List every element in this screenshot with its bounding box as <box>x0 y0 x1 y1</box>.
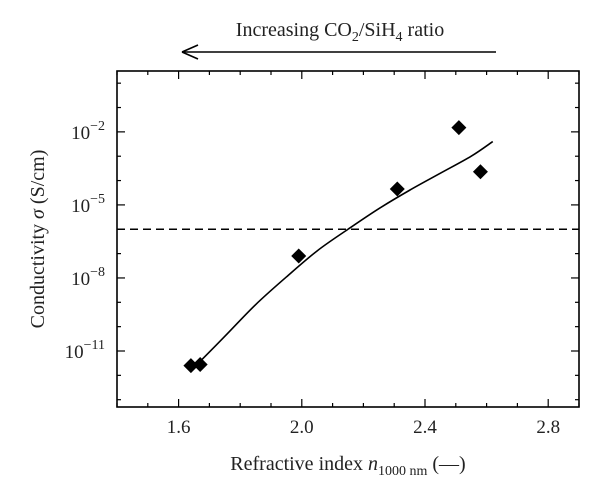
series-layer <box>117 120 579 374</box>
x-axis-title-suffix: (—) <box>427 453 465 475</box>
data-point-diamond <box>183 358 199 374</box>
annotation-middle: /SiH <box>359 19 396 41</box>
y-tick-label: 10−11 <box>65 338 105 363</box>
annotation-sub2: 4 <box>396 30 403 45</box>
x-tick-label: 2.4 <box>413 417 437 438</box>
annotation-arrow <box>181 44 496 60</box>
x-axis-title: Refractive index n1000 nm (—) <box>230 453 465 479</box>
data-point-diamond <box>291 248 307 264</box>
x-tick-label: 1.6 <box>167 417 191 438</box>
data-point-diamond <box>451 120 467 136</box>
y-tick-label: 10−8 <box>71 265 105 290</box>
annotation-sub1: 2 <box>352 30 359 45</box>
annotation-suffix: ratio <box>403 19 445 41</box>
x-tick-label: 2.8 <box>536 417 560 438</box>
y-axis-title: Conductivity σ (S/cm) <box>27 150 49 329</box>
y-axis-title-suffix: (S/cm) <box>27 150 49 209</box>
x-axis-title-symbol: n <box>368 453 378 475</box>
y-axis-ticks: 10−11 10−8 10−5 10−2 <box>65 82 579 401</box>
y-axis-title-symbol: σ <box>27 208 49 219</box>
x-axis-ticks: 1.6 2.0 2.4 2.8 <box>116 71 580 438</box>
data-point-diamond <box>472 164 488 180</box>
plot-frame <box>116 70 580 408</box>
data-point-diamond <box>389 181 405 197</box>
x-axis-title-prefix: Refractive index <box>230 453 368 475</box>
x-tick-label: 2.0 <box>290 417 314 438</box>
y-axis-title-prefix: Conductivity <box>27 219 49 328</box>
x-axis-title-subscript: 1000 nm <box>378 464 428 479</box>
annotation-text: Increasing CO2/SiH4 ratio <box>236 19 444 45</box>
y-tick-label: 10−2 <box>71 119 105 144</box>
data-point-diamond <box>192 356 208 372</box>
fit-curve <box>196 140 494 366</box>
y-tick-label: 10−5 <box>71 192 105 217</box>
annotation-prefix: Increasing CO <box>236 19 352 41</box>
